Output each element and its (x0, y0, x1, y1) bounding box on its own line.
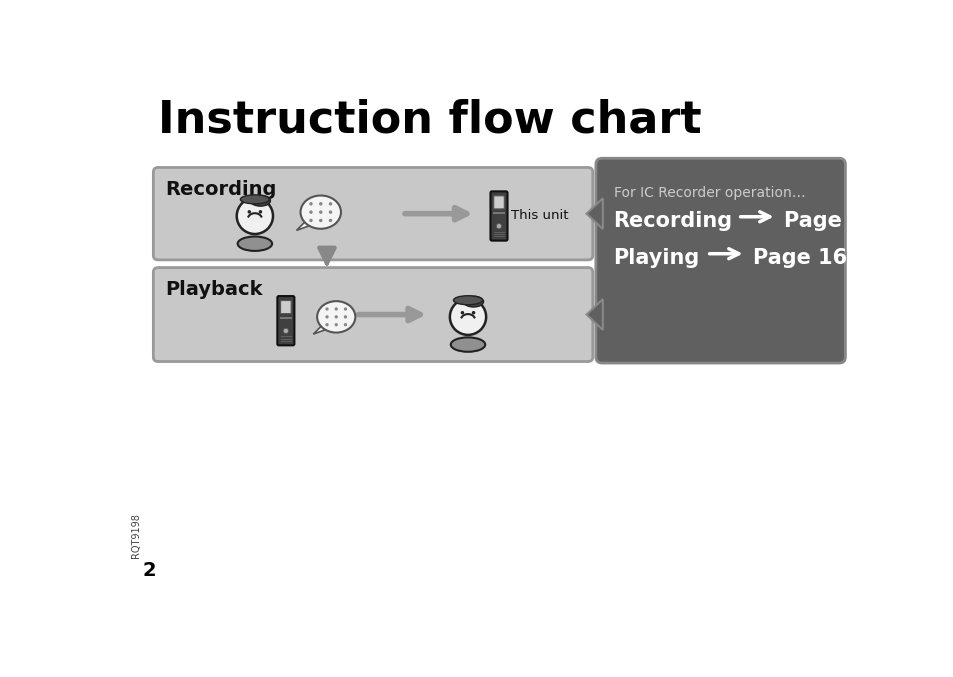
Circle shape (343, 315, 347, 318)
FancyBboxPatch shape (153, 267, 592, 362)
Ellipse shape (237, 236, 272, 251)
Circle shape (335, 307, 337, 311)
FancyBboxPatch shape (277, 296, 294, 345)
Text: Playback: Playback (166, 280, 263, 299)
Circle shape (335, 315, 337, 318)
Text: This unit: This unit (511, 209, 568, 223)
Circle shape (496, 223, 501, 229)
Text: For IC Recorder operation…: For IC Recorder operation… (614, 186, 805, 200)
Bar (493, 213, 505, 214)
FancyBboxPatch shape (493, 196, 504, 209)
Circle shape (472, 311, 475, 314)
Polygon shape (586, 299, 602, 330)
Circle shape (318, 202, 322, 206)
Ellipse shape (316, 301, 355, 332)
Circle shape (283, 328, 289, 334)
FancyBboxPatch shape (153, 167, 592, 260)
Circle shape (318, 211, 322, 214)
Circle shape (343, 307, 347, 311)
Text: Recording: Recording (166, 180, 276, 199)
Circle shape (258, 210, 262, 213)
Text: Playing: Playing (612, 248, 699, 267)
Bar (279, 317, 292, 319)
Polygon shape (586, 198, 602, 229)
Polygon shape (313, 326, 330, 334)
Circle shape (329, 219, 332, 222)
Circle shape (450, 299, 486, 335)
Ellipse shape (240, 195, 269, 204)
Circle shape (318, 219, 322, 222)
Circle shape (325, 315, 329, 318)
Text: Instruction flow chart: Instruction flow chart (158, 98, 700, 141)
Text: Page 16: Page 16 (753, 248, 846, 267)
FancyBboxPatch shape (490, 192, 507, 240)
Text: 2: 2 (142, 561, 156, 580)
Ellipse shape (451, 337, 485, 352)
Ellipse shape (453, 296, 482, 305)
Circle shape (309, 219, 313, 222)
Circle shape (247, 210, 251, 213)
Text: Recording: Recording (612, 211, 731, 231)
Circle shape (460, 311, 464, 314)
Ellipse shape (463, 297, 483, 307)
Circle shape (329, 202, 332, 206)
FancyBboxPatch shape (280, 301, 291, 313)
Circle shape (309, 211, 313, 214)
Circle shape (325, 307, 329, 311)
Circle shape (343, 323, 347, 326)
Ellipse shape (300, 196, 340, 229)
Ellipse shape (251, 196, 270, 206)
Circle shape (329, 211, 332, 214)
FancyBboxPatch shape (596, 158, 844, 363)
Polygon shape (296, 221, 314, 230)
Text: Page 12: Page 12 (783, 211, 878, 231)
Circle shape (335, 323, 337, 326)
Circle shape (236, 198, 273, 234)
Circle shape (309, 202, 313, 206)
Text: RQT9198: RQT9198 (132, 513, 141, 558)
Circle shape (325, 323, 329, 326)
